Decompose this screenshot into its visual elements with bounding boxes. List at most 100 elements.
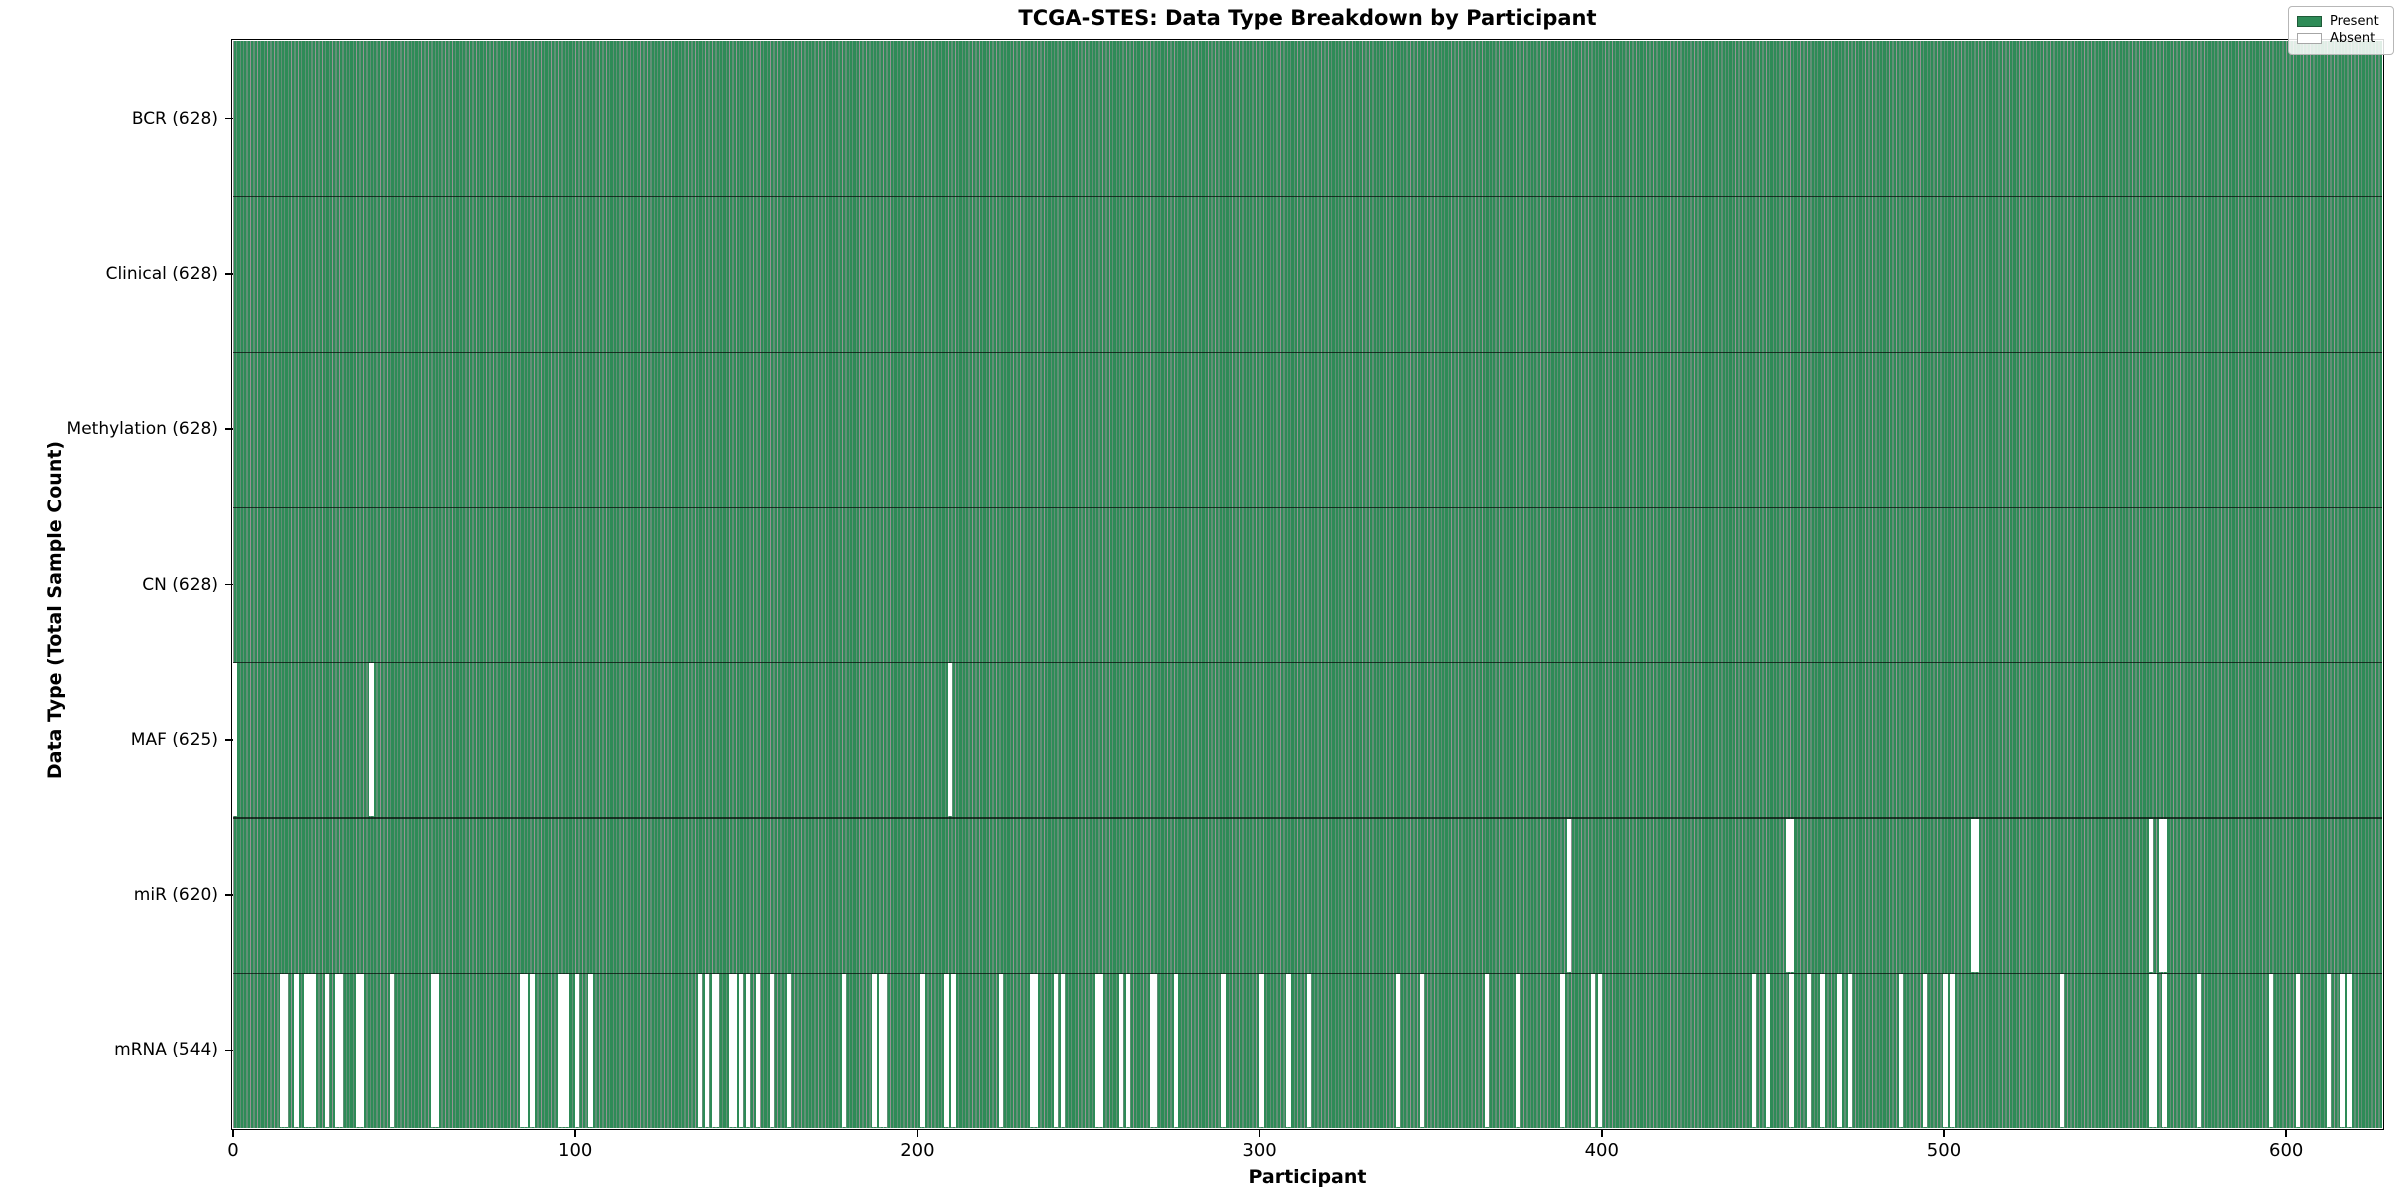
absent-mark-mRNA-616 [2340, 973, 2345, 1127]
absent-mark-mRNA-136 [697, 973, 703, 1127]
absent-mark-mRNA-340 [1395, 973, 1401, 1127]
absent-mark-mRNA-261 [1125, 973, 1131, 1127]
absent-mark-mRNA-201 [920, 973, 925, 1127]
absent-mark-mRNA-15 [283, 973, 289, 1127]
ytick-mark [225, 428, 233, 430]
legend-item-present: Present [2297, 14, 2385, 29]
absent-mark-miR-560 [2148, 818, 2154, 972]
xtick-mark [574, 1129, 576, 1137]
absent-mark-mRNA-308 [1286, 973, 1291, 1127]
absent-mark-mRNA-233 [1029, 973, 1035, 1127]
ytick-label-mRNA: mRNA (544) [114, 1040, 218, 1061]
absent-mark-mRNA-224 [999, 973, 1004, 1127]
absent-mark-mRNA-23 [311, 973, 316, 1127]
absent-mark-mRNA-95 [557, 973, 562, 1127]
absent-mark-mRNA-59 [434, 973, 439, 1127]
absent-mark-mRNA-148 [738, 973, 744, 1127]
xtick-label-100: 100 [558, 1140, 593, 1161]
absent-mark-mRNA-494 [1922, 973, 1928, 1127]
absent-mark-MAF-209 [947, 663, 953, 817]
absent-mark-mRNA-487 [1899, 973, 1904, 1127]
row-separator [233, 351, 2382, 353]
absent-mark-mRNA-146 [732, 973, 737, 1127]
row-separator [233, 817, 2382, 819]
absent-mark-mRNA-140 [711, 973, 716, 1127]
absent-mark-miR-508 [1970, 818, 1976, 972]
absent-mark-MAF-40 [369, 663, 374, 817]
absent-mark-miR-390 [1567, 818, 1572, 972]
xtick-mark [232, 1129, 234, 1137]
absent-mark-mRNA-253 [1098, 973, 1103, 1127]
row-separator [233, 196, 2382, 198]
absent-mark-mRNA-460 [1806, 973, 1812, 1127]
present-swatch-icon [2297, 16, 2322, 27]
absent-mark-mRNA-27 [324, 973, 330, 1127]
ytick-label-CN: CN (628) [142, 574, 218, 595]
absent-mark-mRNA-84 [519, 973, 525, 1127]
absent-mark-mRNA-157 [769, 973, 775, 1127]
absent-mark-mRNA-259 [1118, 973, 1124, 1127]
absent-mark-mRNA-289 [1221, 973, 1226, 1127]
chart-title: TCGA-STES: Data Type Breakdown by Partic… [1018, 6, 1597, 30]
ytick-mark [225, 894, 233, 896]
absent-mark-mRNA-14 [280, 973, 285, 1127]
absent-mark-mRNA-472 [1847, 973, 1853, 1127]
absent-mark-mRNA-242 [1060, 973, 1066, 1127]
legend-label-absent: Absent [2330, 31, 2376, 46]
absent-mark-miR-509 [1974, 818, 1979, 972]
absent-mark-mRNA-234 [1033, 973, 1038, 1127]
absent-mark-mRNA-399 [1597, 973, 1603, 1127]
xtick-label-0: 0 [227, 1140, 239, 1161]
absent-mark-mRNA-58 [430, 973, 436, 1127]
legend-item-absent: Absent [2297, 31, 2385, 46]
absent-mark-mRNA-104 [588, 973, 593, 1127]
xtick-label-200: 200 [900, 1140, 935, 1161]
absent-mark-mRNA-153 [756, 973, 761, 1127]
absent-mark-mRNA-397 [1591, 973, 1596, 1127]
xtick-label-500: 500 [1926, 1140, 1962, 1161]
absent-mark-miR-455 [1789, 818, 1794, 972]
absent-mark-miR-564 [2162, 818, 2167, 972]
xtick-mark [916, 1129, 919, 1137]
xtick-mark [1600, 1129, 1603, 1137]
absent-mark-mRNA-564 [2162, 973, 2167, 1127]
absent-mark-mRNA-574 [2196, 973, 2202, 1127]
absent-mark-mRNA-595 [2268, 973, 2273, 1127]
absent-mark-mRNA-208 [944, 973, 949, 1127]
plot-area [232, 41, 2382, 1128]
absent-mark-mRNA-300 [1259, 973, 1264, 1127]
xtick-label-600: 600 [2268, 1140, 2304, 1161]
row-separator [233, 662, 2382, 664]
ytick-mark [225, 117, 233, 120]
absent-mark-mRNA-314 [1307, 973, 1312, 1127]
absent-mark-mRNA-534 [2059, 973, 2065, 1127]
absent-mark-mRNA-150 [745, 973, 751, 1127]
absent-swatch-icon [2297, 33, 2322, 44]
ytick-mark [225, 1049, 233, 1052]
xtick-mark [1258, 1129, 1261, 1137]
x-axis-label: Participant [1248, 1166, 1367, 1188]
absent-mark-mRNA-18 [294, 973, 299, 1127]
legend-label-present: Present [2330, 14, 2379, 29]
ytick-mark [225, 738, 233, 741]
absent-mark-mRNA-46 [389, 973, 395, 1127]
absent-mark-mRNA-210 [951, 973, 956, 1127]
absent-mark-mRNA-448 [1765, 973, 1770, 1127]
absent-mark-mRNA-347 [1419, 973, 1425, 1127]
absent-mark-mRNA-22 [307, 973, 313, 1127]
absent-mark-mRNA-455 [1789, 973, 1794, 1127]
absent-mark-mRNA-366 [1484, 973, 1490, 1127]
absent-mark-mRNA-464 [1820, 973, 1825, 1127]
absent-mark-mRNA-138 [704, 973, 710, 1127]
absent-mark-mRNA-275 [1173, 973, 1178, 1127]
absent-mark-mRNA-560 [2148, 973, 2154, 1127]
absent-mark-mRNA-618 [2347, 973, 2352, 1127]
absent-mark-mRNA-21 [304, 973, 309, 1127]
absent-mark-mRNA-162 [786, 973, 792, 1127]
absent-mark-mRNA-187 [872, 973, 877, 1127]
legend: Present Absent [2288, 6, 2394, 55]
absent-mark-mRNA-100 [574, 973, 580, 1127]
absent-mark-mRNA-612 [2326, 973, 2332, 1127]
absent-mark-mRNA-31 [338, 973, 343, 1127]
